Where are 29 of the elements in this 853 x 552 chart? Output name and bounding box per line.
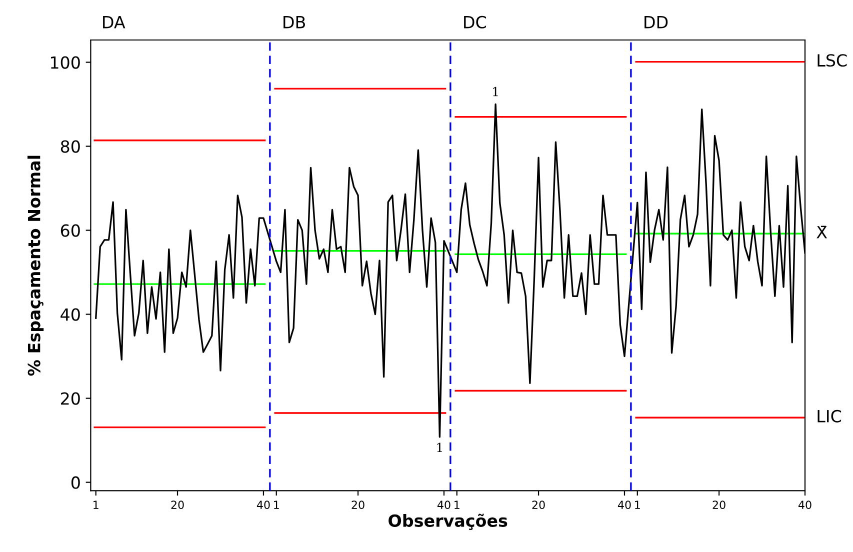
x-tick-label: 20 (171, 500, 184, 510)
annotation: 1 (493, 86, 498, 96)
series-label: X̄ (816, 226, 828, 238)
y-tick-label: 40 (60, 308, 80, 321)
annotation: 1 (437, 442, 442, 452)
x-tick-label: 20 (712, 500, 726, 510)
y-tick-label: 20 (60, 392, 80, 405)
text: DB (284, 16, 306, 28)
x-tick-label: 40 (798, 500, 812, 510)
x-tick-label: 1 (94, 500, 98, 509)
y-tick-label: 100 (50, 56, 80, 69)
y-tick-label: 0 (71, 476, 80, 489)
x-tick-label: 20 (352, 500, 364, 510)
series-label: LIC (818, 410, 842, 422)
x-tick-label: 1 (454, 500, 460, 509)
text: DC (464, 16, 486, 28)
x-tick-label: 1 (635, 500, 640, 509)
series-label: LSC (818, 54, 847, 67)
x-tick-label: 20 (532, 500, 545, 510)
y-tick-label: 80 (60, 140, 80, 153)
x-tick-label: 40 (256, 500, 270, 510)
x-tick-label: 40 (437, 500, 450, 510)
x-axis-title: Observações (388, 514, 508, 530)
text: DA (103, 16, 126, 28)
x-tick-label: 40 (618, 500, 631, 510)
text: DD (644, 16, 668, 28)
y-tick-label: 60 (60, 224, 80, 237)
y-axis-title: % Espaçamento Normal (27, 156, 44, 376)
x-tick-label: 1 (274, 500, 279, 509)
